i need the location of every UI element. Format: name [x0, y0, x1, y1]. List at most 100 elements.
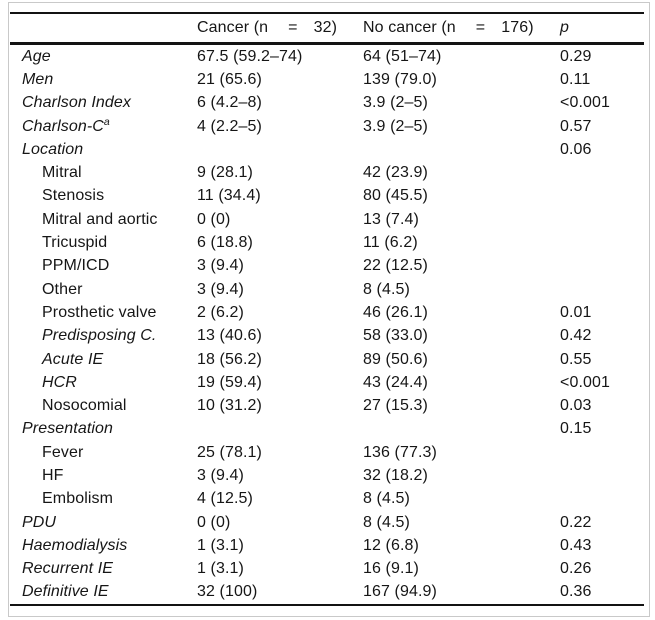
- cell-no-cancer-value: 64 (51–74): [363, 47, 442, 65]
- cell-p-value: 0.29: [560, 47, 592, 65]
- cell-p-value: [560, 278, 644, 301]
- cell-no-cancer-value: 8 (4.5): [363, 280, 410, 298]
- cell-cancer-value: 0 (0): [197, 210, 231, 228]
- row-label: PDU: [22, 513, 57, 531]
- cell-cancer-value: 1 (3.1): [197, 536, 244, 554]
- cell-cancer-value: 1 (3.1): [197, 560, 244, 578]
- cell-cancer-value: 25 (78.1): [197, 443, 262, 461]
- cell-no-cancer-value: 139 (79.0): [363, 70, 437, 88]
- row-label: Acute IE: [42, 350, 104, 368]
- cell-cancer-value: 67.5 (59.2–74): [197, 47, 303, 65]
- cell-no-cancer-value: 22 (12.5): [363, 257, 428, 275]
- table-body: Age 67.5 (59.2–74) 64 (51–74) 0.29 Men 21 (65…: [10, 44, 644, 606]
- header-row: Cancer (n = 32) No cancer (n = 176) p: [10, 13, 644, 45]
- cell-p-value: <0.001: [560, 373, 610, 391]
- table-row: Other 3 (9.4) 8 (4.5): [10, 278, 644, 301]
- cell-cancer-value: 10 (31.2): [197, 397, 262, 415]
- cell-cancer-value: 13 (40.6): [197, 327, 262, 345]
- cell-no-cancer-value: 32 (18.2): [363, 466, 428, 484]
- cell-no-cancer-value: [363, 138, 560, 161]
- table-row: Haemodialysis 1 (3.1) 12 (6.8) 0.43: [10, 534, 644, 557]
- table-row: Acute IE 18 (56.2) 89 (50.6) 0.55: [10, 348, 644, 371]
- row-label: Prosthetic valve: [42, 303, 157, 321]
- row-label: HCR: [42, 373, 77, 391]
- cell-p-value: [560, 441, 644, 464]
- table-row: Nosocomial 10 (31.2) 27 (15.3) 0.03: [10, 394, 644, 417]
- cell-p-value: [560, 185, 644, 208]
- cell-no-cancer-value: 11 (6.2): [363, 234, 418, 252]
- cell-no-cancer-value: [363, 418, 560, 441]
- row-label: Tricuspid: [42, 234, 108, 252]
- cell-p-value: 0.55: [560, 350, 592, 368]
- cell-cancer-value: 9 (28.1): [197, 164, 253, 182]
- row-label: Predisposing C.: [42, 327, 157, 345]
- cell-cancer-value: 18 (56.2): [197, 350, 262, 368]
- row-label: Embolism: [42, 490, 114, 508]
- cell-p-value: 0.15: [560, 420, 592, 438]
- cell-no-cancer-value: 42 (23.9): [363, 164, 428, 182]
- comparison-table: Cancer (n = 32) No cancer (n = 176) p Age 67.…: [10, 12, 644, 607]
- cell-no-cancer-value: 80 (45.5): [363, 187, 428, 205]
- cell-no-cancer-value: 27 (15.3): [363, 397, 428, 415]
- cell-p-value: 0.11: [560, 70, 591, 88]
- cell-p-value: [560, 231, 644, 254]
- table-row: Location 0.06: [10, 138, 644, 161]
- header-cancer-n-value: 32): [313, 19, 338, 36]
- row-label: Charlson Index: [22, 94, 132, 112]
- row-label: Fever: [42, 443, 84, 461]
- footnote-marker: a: [103, 115, 110, 128]
- row-label: Age: [22, 47, 51, 65]
- header-no-cancer-n-value: 176): [501, 19, 534, 36]
- column-header-no-cancer: No cancer (n = 176): [363, 13, 560, 45]
- column-header-cancer: Cancer (n = 32): [197, 13, 363, 45]
- row-label: Mitral: [42, 164, 82, 182]
- row-label: Mitral and aortic: [42, 210, 158, 228]
- cell-cancer-value: 4 (2.2–5): [197, 117, 262, 135]
- table-row: PDU 0 (0) 8 (4.5) 0.22: [10, 511, 644, 534]
- row-label: Haemodialysis: [22, 536, 128, 554]
- cell-no-cancer-value: 136 (77.3): [363, 443, 437, 461]
- row-label: Presentation: [22, 420, 114, 438]
- row-label: Stenosis: [42, 187, 105, 205]
- cell-no-cancer-value: 43 (24.4): [363, 373, 428, 391]
- cell-cancer-value: [197, 418, 363, 441]
- cell-cancer-value: 6 (18.8): [197, 234, 253, 252]
- cell-cancer-value: 3 (9.4): [197, 257, 244, 275]
- table-row: Age 67.5 (59.2–74) 64 (51–74) 0.29: [10, 44, 644, 69]
- cell-p-value: 0.57: [560, 117, 592, 135]
- cell-cancer-value: 3 (9.4): [197, 466, 244, 484]
- table-row: Recurrent IE 1 (3.1) 16 (9.1) 0.26: [10, 558, 644, 581]
- column-header-p: p: [560, 13, 644, 45]
- table-row: Mitral and aortic 0 (0) 13 (7.4): [10, 208, 644, 231]
- row-label: PPM/ICD: [42, 257, 110, 275]
- cell-p-value: 0.03: [560, 397, 592, 415]
- header-cancer-text: Cancer (n: [197, 19, 269, 36]
- cell-no-cancer-value: 89 (50.6): [363, 350, 428, 368]
- table-row: Charlson Index 6 (4.2–8) 3.9 (2–5) <0.001: [10, 92, 644, 115]
- table-row: Predisposing C. 13 (40.6) 58 (33.0) 0.42: [10, 325, 644, 348]
- row-label: Charlson-Ca: [22, 115, 110, 135]
- cell-cancer-value: 0 (0): [197, 513, 231, 531]
- cell-no-cancer-value: 167 (94.9): [363, 583, 437, 601]
- row-label: Location: [22, 140, 84, 158]
- header-cancer-equals: =: [288, 19, 298, 36]
- row-label: Nosocomial: [42, 397, 127, 415]
- cell-cancer-value: 19 (59.4): [197, 373, 262, 391]
- cell-p-value: [560, 464, 644, 487]
- cell-p-value: 0.06: [560, 140, 592, 158]
- cell-cancer-value: [197, 138, 363, 161]
- table-row: Definitive IE 32 (100) 167 (94.9) 0.36: [10, 581, 644, 605]
- row-label: Recurrent IE: [22, 560, 114, 578]
- cell-p-value: 0.22: [560, 513, 592, 531]
- row-label: Men: [22, 70, 54, 88]
- cell-p-value: 0.01: [560, 303, 592, 321]
- column-header-empty: [10, 13, 197, 45]
- cell-no-cancer-value: 8 (4.5): [363, 513, 410, 531]
- table-row: Prosthetic valve 2 (6.2) 46 (26.1) 0.01: [10, 301, 644, 324]
- table-row: PPM/ICD 3 (9.4) 22 (12.5): [10, 255, 644, 278]
- row-label: HF: [42, 466, 64, 484]
- cell-cancer-value: 3 (9.4): [197, 280, 244, 298]
- table-row: HCR 19 (59.4) 43 (24.4) <0.001: [10, 371, 644, 394]
- header-no-cancer-equals: =: [475, 19, 486, 36]
- cell-p-value: 0.43: [560, 536, 592, 554]
